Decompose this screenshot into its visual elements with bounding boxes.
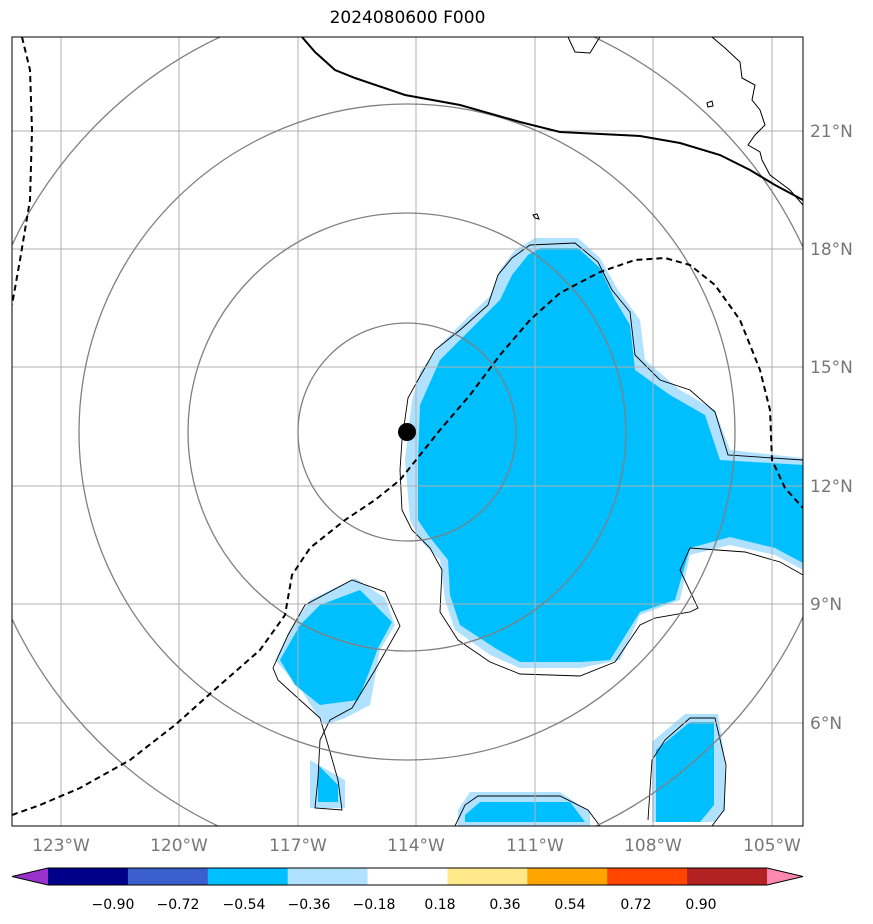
colorbar-tick-label: 0.54 <box>554 897 585 913</box>
colorbar-segment <box>207 868 289 885</box>
colorbar-tick-label: 0.72 <box>620 897 651 913</box>
colorbar-extend-high <box>767 868 803 885</box>
dashed-contour-lines <box>12 37 803 816</box>
colorbar-tick-label: −0.54 <box>223 897 266 913</box>
colorbar-tick-label: 0.18 <box>424 897 455 913</box>
lon-tick-label: 120°W <box>150 836 208 856</box>
colorbar <box>11 867 804 886</box>
range-ring <box>297 322 517 542</box>
colorbar-tick-label: −0.90 <box>92 897 135 913</box>
colorbar-segment <box>48 868 129 885</box>
range-ring <box>78 103 736 761</box>
colorbar-segment <box>607 868 688 885</box>
colorbar-tick-label: −0.72 <box>157 897 200 913</box>
gridlines <box>12 37 803 826</box>
lat-tick-label: 12°N <box>810 477 853 497</box>
colorbar-segment <box>127 868 209 885</box>
colorbar-tick-label: −0.36 <box>288 897 331 913</box>
coastlines <box>532 37 803 220</box>
storm-center-marker <box>398 423 416 441</box>
lat-tick-label: 6°N <box>810 714 842 734</box>
anomaly-contours <box>272 242 803 826</box>
lat-tick-label: 9°N <box>810 595 842 615</box>
colorbar-outline <box>11 867 804 886</box>
map-title: 2024080600 F000 <box>329 8 486 28</box>
lat-tick-label: 21°N <box>810 122 853 142</box>
lon-tick-label: 123°W <box>32 836 90 856</box>
colorbar-tick-label: 0.36 <box>489 897 520 913</box>
lon-tick-label: 108°W <box>624 836 682 856</box>
solid-contour-line <box>301 37 803 201</box>
lon-tick-labels: 123°W 120°W 117°W 114°W 111°W 108°W 105°… <box>32 836 801 856</box>
lat-tick-labels: 21°N 18°N 15°N 12°N 9°N 6°N <box>810 122 853 734</box>
colorbar-tick-label: 0.90 <box>685 897 716 913</box>
colorbar-tick-label: −0.18 <box>353 897 396 913</box>
lon-tick-label: 117°W <box>269 836 327 856</box>
map-area <box>12 37 803 826</box>
colorbar-segment <box>527 868 608 885</box>
lon-tick-label: 105°W <box>743 836 801 856</box>
colorbar-segment <box>287 868 369 885</box>
lat-tick-label: 15°N <box>810 358 853 378</box>
colorbar-segment <box>687 868 768 885</box>
lat-tick-label: 18°N <box>810 240 853 260</box>
colorbar-tick-labels: −0.90 −0.72 −0.54 −0.36 −0.18 0.18 0.36 … <box>92 897 717 913</box>
lon-tick-label: 114°W <box>387 836 445 856</box>
lon-tick-label: 111°W <box>506 836 564 856</box>
anomaly-fill-dark <box>280 248 803 822</box>
colorbar-segment <box>447 868 528 885</box>
colorbar-segment <box>367 868 448 885</box>
colorbar-extend-low <box>12 868 48 885</box>
map-frame <box>11 36 804 827</box>
range-ring <box>187 212 627 652</box>
range-rings <box>12 37 803 826</box>
